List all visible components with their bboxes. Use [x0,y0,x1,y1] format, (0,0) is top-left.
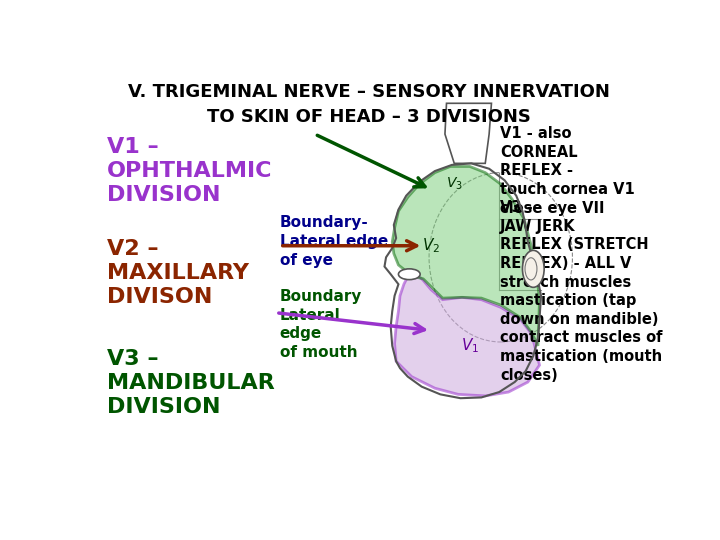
Text: V1 - also
CORNEAL
REFLEX -
touch cornea V1
close eye VII: V1 - also CORNEAL REFLEX - touch cornea … [500,126,635,215]
Text: $\mathit{V}_2$: $\mathit{V}_2$ [422,237,440,255]
Text: V3 -
JAW JERK
REFLEX (STRETCH
REFLEX) - ALL V
stretch muscles
mastication (tap
d: V3 - JAW JERK REFLEX (STRETCH REFLEX) - … [500,200,662,383]
Text: V1 –
OPHTHALMIC
DIVISION: V1 – OPHTHALMIC DIVISION [107,137,272,205]
Text: Boundary
Lateral
edge
of mouth: Boundary Lateral edge of mouth [280,289,362,360]
Text: V. TRIGEMINAL NERVE – SENSORY INNERVATION: V. TRIGEMINAL NERVE – SENSORY INNERVATIO… [128,83,610,101]
Text: $\mathit{V}_3$: $\mathit{V}_3$ [446,176,463,192]
Polygon shape [392,166,539,346]
Text: V2 –
MAXILLARY
DIVISON: V2 – MAXILLARY DIVISON [107,239,248,307]
Text: V3 –
MANDIBULAR
DIVISION: V3 – MANDIBULAR DIVISION [107,349,274,417]
Text: Boundary-
Lateral edge
of eye: Boundary- Lateral edge of eye [280,215,388,268]
Polygon shape [395,273,539,396]
Text: TO SKIN OF HEAD – 3 DIVISIONS: TO SKIN OF HEAD – 3 DIVISIONS [207,108,531,126]
Ellipse shape [398,269,420,280]
Text: $\mathit{V}_1$: $\mathit{V}_1$ [461,336,479,355]
Ellipse shape [523,251,544,287]
